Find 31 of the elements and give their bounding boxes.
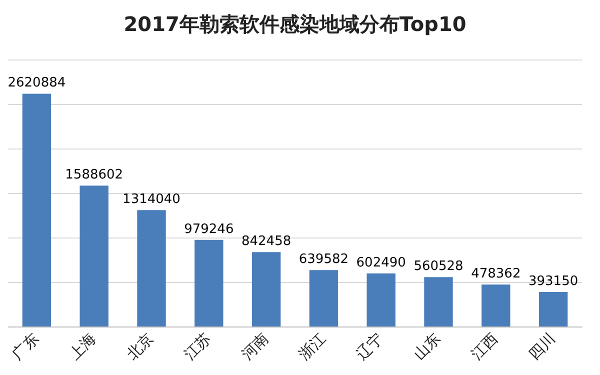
data-label: 639582 (298, 252, 349, 267)
data-label: 560528 (414, 259, 464, 274)
data-label: 2620884 (8, 76, 66, 91)
bar (366, 273, 396, 327)
data-label: 1588602 (65, 168, 124, 183)
bar (309, 270, 338, 327)
x-tick-label: 广东 (8, 329, 42, 364)
x-tick-label: 上海 (66, 329, 100, 364)
data-label: 979246 (184, 222, 234, 237)
bar (194, 240, 224, 327)
bar (538, 292, 568, 327)
data-label: 1314040 (122, 192, 180, 207)
x-tick-label: 山东 (410, 329, 444, 364)
x-tick-label: 河南 (238, 329, 272, 364)
x-tick-label: 辽宁 (352, 329, 387, 364)
data-label: 478362 (471, 266, 521, 282)
x-tick-label: 浙江 (295, 329, 330, 364)
x-tick-label: 江西 (468, 329, 502, 364)
x-tick-label: 江苏 (180, 329, 214, 364)
bar (424, 277, 453, 327)
bar (482, 284, 510, 327)
data-label: 393150 (528, 274, 578, 289)
bar (22, 94, 52, 327)
data-label: 602490 (356, 255, 406, 270)
data-label: 842458 (241, 234, 292, 249)
bar (80, 186, 108, 327)
chart-title: 2017年勒索软件感染地域分布Top10 (124, 12, 466, 36)
x-tick-label: 四川 (524, 329, 559, 364)
bar (137, 210, 166, 327)
bar (252, 252, 281, 327)
x-tick-label: 北京 (123, 329, 158, 364)
